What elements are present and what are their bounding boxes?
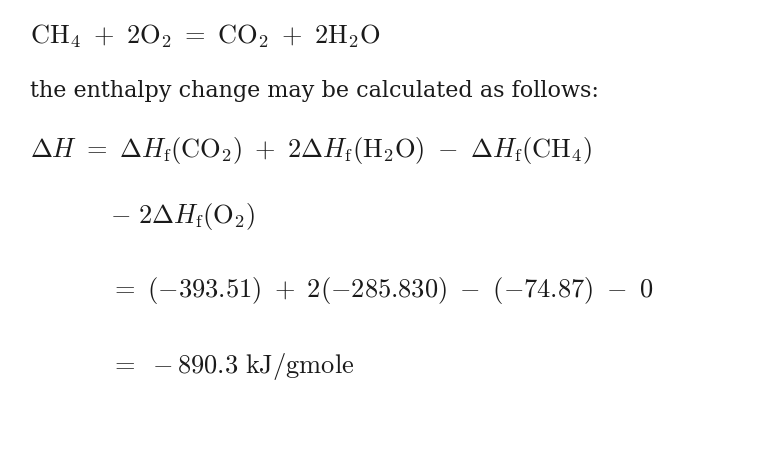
Text: $= \ -890.3 \ \mathrm{kJ/gmole}$: $= \ -890.3 \ \mathrm{kJ/gmole}$	[110, 350, 354, 382]
Text: $= \ (-393.51) \ + \ 2(-285.830) \ - \ (-74.87) \ - \ 0$: $= \ (-393.51) \ + \ 2(-285.830) \ - \ (…	[110, 276, 654, 307]
Text: $- \ 2\Delta H_{\mathrm{f}}(\mathrm{O_2})$: $- \ 2\Delta H_{\mathrm{f}}(\mathrm{O_2}…	[110, 201, 255, 231]
Text: $\mathrm{CH_4 \ + \ 2O_2 \ = \ CO_2 \ + \ 2H_2O}$: $\mathrm{CH_4 \ + \ 2O_2 \ = \ CO_2 \ + …	[30, 22, 380, 50]
Text: $\Delta H \ = \ \Delta H_{\mathrm{f}}(\mathrm{CO_2}) \ + \ 2\Delta H_{\mathrm{f}: $\Delta H \ = \ \Delta H_{\mathrm{f}}(\m…	[30, 135, 592, 166]
Text: the enthalpy change may be calculated as follows:: the enthalpy change may be calculated as…	[30, 80, 599, 102]
